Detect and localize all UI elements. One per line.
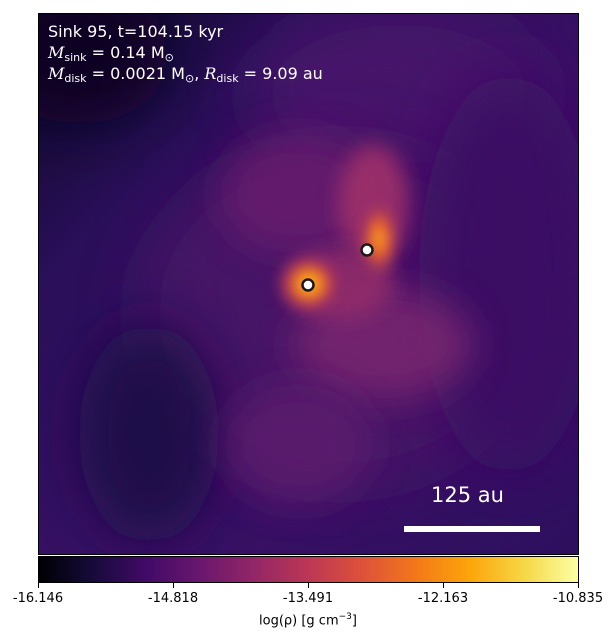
colorbar-tick xyxy=(308,583,309,588)
disk-line: Mdisk = 0.0021 M⊙, Rdisk = 9.09 au xyxy=(48,63,323,89)
disk-mass-symbol: M xyxy=(48,64,65,83)
density-map-panel: Sink 95, t=104.15 kyr Msink = 0.14 M⊙ Md… xyxy=(38,13,579,555)
disk-radius-value: = 9.09 au xyxy=(238,64,323,83)
sink-mass-line: Msink = 0.14 M⊙ xyxy=(48,42,174,68)
disk-mass-sub: disk xyxy=(64,72,87,85)
colorbar-tick-label: -12.163 xyxy=(417,591,469,606)
disk-radius-sep: , xyxy=(194,64,205,83)
sink-marker xyxy=(301,278,315,292)
sink-id-time: Sink 95, t=104.15 kyr xyxy=(48,22,224,41)
sink-mass-value: = 0.14 M xyxy=(86,43,165,62)
sink-mass-unit-sub: ⊙ xyxy=(164,51,174,64)
colorbar-label-end: ] xyxy=(351,613,357,629)
colorbar-tick xyxy=(173,583,174,588)
sink-mass-sub: sink xyxy=(64,51,87,64)
colorbar-tick-label: -13.491 xyxy=(282,591,334,606)
scale-bar-label: 125 au xyxy=(431,483,504,507)
colorbar-label: log(ρ) [g cm−3] xyxy=(259,612,357,628)
disk-radius-sub: disk xyxy=(216,72,239,85)
colorbar-tick xyxy=(443,583,444,588)
colorbar-tick xyxy=(578,583,579,588)
colorbar-label-exp: −3 xyxy=(338,612,352,622)
disk-mass-unit-sub: ⊙ xyxy=(184,72,195,85)
scale-bar xyxy=(404,526,540,532)
sink-marker xyxy=(360,243,374,257)
disk-mass-value: = 0.0021 M xyxy=(86,64,185,83)
density-map xyxy=(39,14,578,554)
colorbar-tick-label: -10.835 xyxy=(552,591,604,606)
colorbar-tick-label: -14.818 xyxy=(147,591,199,606)
colorbar-tick xyxy=(38,583,39,588)
colorbar-label-main: log(ρ) [g cm xyxy=(259,613,339,629)
colorbar xyxy=(38,556,579,583)
disk-radius-symbol: R xyxy=(204,64,217,83)
sink-mass-symbol: M xyxy=(48,43,65,62)
colorbar-tick-label: -16.146 xyxy=(12,591,64,606)
